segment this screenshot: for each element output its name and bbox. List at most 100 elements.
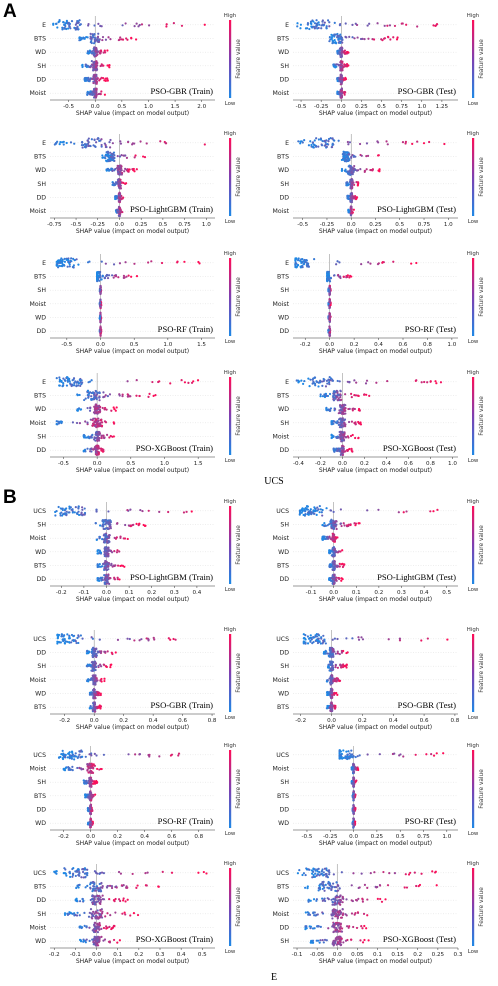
feature-label: E xyxy=(42,22,46,29)
shap-point xyxy=(89,90,92,93)
shap-point xyxy=(303,508,306,511)
shap-point xyxy=(315,22,318,25)
shap-point xyxy=(80,144,84,147)
shap-point xyxy=(96,433,99,436)
shap-point xyxy=(102,538,105,541)
shap-point xyxy=(148,392,151,395)
shap-point xyxy=(386,379,389,383)
shap-point xyxy=(341,418,344,422)
shap-point xyxy=(301,141,304,144)
feature-label: SH xyxy=(280,287,289,294)
shap-point xyxy=(81,637,84,640)
shap-point xyxy=(95,706,98,709)
shap-point xyxy=(328,408,331,412)
shap-point xyxy=(89,406,92,409)
shap-point xyxy=(87,395,90,398)
shap-point xyxy=(349,207,352,210)
shap-point xyxy=(388,24,392,27)
feature-label: DD xyxy=(36,195,46,202)
colorbar-high-label: High xyxy=(467,131,479,137)
shap-point xyxy=(110,663,113,666)
shap-point xyxy=(93,424,97,428)
shap-point xyxy=(300,379,303,382)
shap-point xyxy=(119,186,122,189)
shap-point xyxy=(91,663,94,666)
shap-point xyxy=(333,449,336,452)
shap-point xyxy=(337,398,340,402)
shap-point xyxy=(321,19,324,22)
shap-point xyxy=(67,27,70,30)
shap-point xyxy=(98,139,101,142)
shap-point xyxy=(103,566,107,570)
shap-point xyxy=(104,564,107,567)
shap-point xyxy=(190,510,193,513)
shap-point xyxy=(62,143,65,146)
shap-point xyxy=(94,48,97,51)
shap-point xyxy=(349,199,352,202)
shap-point xyxy=(92,75,95,79)
shap-point xyxy=(73,381,76,384)
shap-point xyxy=(328,312,331,315)
shap-point xyxy=(112,263,116,266)
subplot-title: PSO-XGBoost (Train) xyxy=(136,443,213,453)
feature-label: BTS xyxy=(277,36,289,43)
shap-point xyxy=(70,20,74,23)
shap-point xyxy=(57,422,61,425)
shap-point xyxy=(116,155,119,158)
shap-point xyxy=(301,257,304,261)
feature-label: Moist xyxy=(273,208,290,215)
shap-point xyxy=(105,77,109,80)
shap-point xyxy=(101,448,104,451)
shap-point xyxy=(340,87,343,90)
shap-point xyxy=(130,275,133,278)
shap-point xyxy=(110,564,113,567)
shap-point xyxy=(342,522,345,525)
x-tick-label: -0.4 xyxy=(293,461,304,467)
x-tick-label: 0.0 xyxy=(91,104,100,110)
shap-point xyxy=(103,677,106,680)
feature-label: WD xyxy=(35,691,46,698)
shap-point xyxy=(415,261,418,265)
shap-point xyxy=(109,666,112,669)
x-axis-label: SHAP value (impact on model output) xyxy=(319,110,432,117)
colorbar-high-label: High xyxy=(467,13,479,19)
shap-point xyxy=(327,328,330,331)
shap-point xyxy=(70,257,73,260)
shap-point xyxy=(111,142,114,145)
shap-point xyxy=(350,448,353,451)
shap-point xyxy=(118,550,121,553)
shap-point xyxy=(96,412,99,415)
shap-point xyxy=(154,394,157,397)
shap-point xyxy=(101,38,104,42)
shap-point xyxy=(299,23,302,26)
shap-point xyxy=(344,393,347,396)
shap-point xyxy=(313,27,316,30)
shap-point xyxy=(77,513,81,517)
shap-point xyxy=(89,37,92,40)
shap-point xyxy=(314,145,318,148)
shap-point xyxy=(109,158,112,161)
shap-point xyxy=(325,27,328,30)
x-tick-label: 1.5 xyxy=(197,342,206,348)
colorbar-high-label: High xyxy=(224,370,236,376)
shap-point xyxy=(328,325,331,328)
shap-point xyxy=(150,260,153,263)
shap-point xyxy=(129,525,132,528)
shap-point xyxy=(119,171,122,174)
shap-point xyxy=(60,635,64,638)
x-tick-label: 0.5 xyxy=(117,104,126,110)
shap-point xyxy=(86,406,89,410)
shap-point xyxy=(344,157,347,160)
shap-point xyxy=(309,140,312,143)
shap-point xyxy=(339,522,343,525)
feature-label: SH xyxy=(37,663,46,670)
shap-point xyxy=(348,447,351,451)
shap-point xyxy=(376,22,379,25)
shap-point xyxy=(74,640,77,643)
shap-point xyxy=(86,91,89,94)
feature-label: Moist xyxy=(273,535,290,542)
shap-point xyxy=(359,37,363,41)
shap-point xyxy=(91,679,94,682)
shap-point xyxy=(83,142,87,146)
shap-point xyxy=(381,39,384,42)
